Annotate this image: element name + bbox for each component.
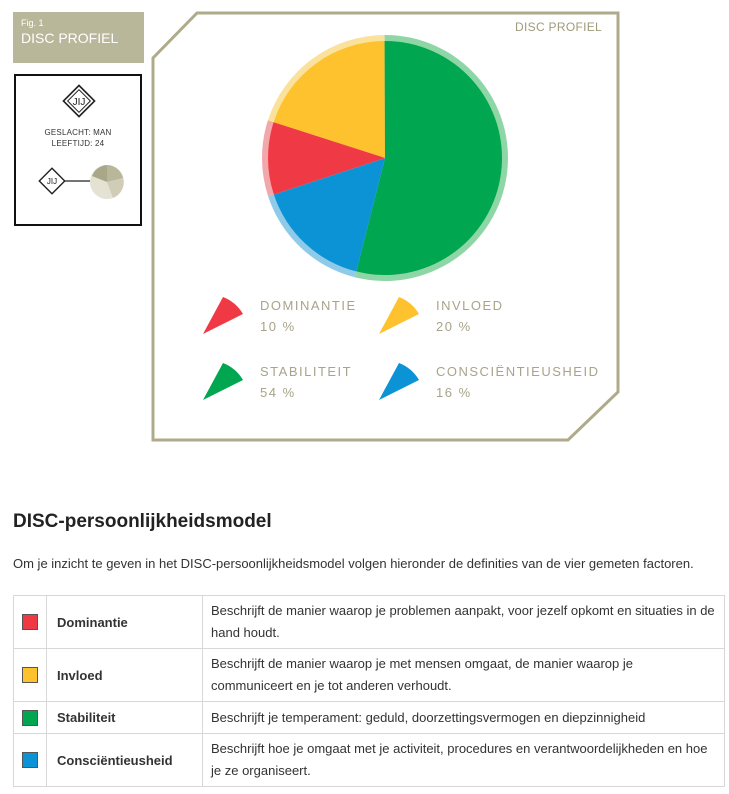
factor-description: Beschrijft de manier waarop je met mense… bbox=[202, 648, 725, 702]
pie-slice-stabiliteit bbox=[356, 40, 502, 275]
gender-line: GESLACHT: MAN bbox=[44, 128, 112, 137]
table-row: Consciëntieusheid Beschrijft hoe je omga… bbox=[13, 733, 725, 787]
factor-description: Beschrijft je temperament: geduld, doorz… bbox=[202, 701, 725, 734]
pie-slice-invloed bbox=[273, 41, 385, 158]
legend-wedge-icon bbox=[379, 363, 419, 400]
legend-label: INVLOED bbox=[436, 298, 504, 313]
pie-chart bbox=[261, 34, 508, 281]
table-row: Stabiliteit Beschrijft je temperament: g… bbox=[13, 701, 725, 734]
figure-tab: Fig. 1 DISC PROFIEL bbox=[13, 12, 144, 63]
legend-label: CONSCIËNTIEUSHEID bbox=[436, 364, 600, 379]
section-title: DISC-persoonlijkheidsmodel bbox=[13, 511, 272, 532]
factor-description: Beschrijft de manier waarop je problemen… bbox=[202, 595, 725, 649]
legend-value: 54 % bbox=[260, 385, 296, 400]
table-row: Invloed Beschrijft de manier waarop je m… bbox=[13, 648, 725, 702]
chart-title: DISC PROFIEL bbox=[515, 20, 602, 34]
pie-slice-dominantie bbox=[268, 122, 385, 195]
pie-slice-consciëntieusheid bbox=[273, 158, 385, 272]
figure-title: DISC PROFIEL bbox=[21, 30, 119, 46]
person-badge-label: JIJ bbox=[73, 97, 86, 108]
legend-value: 16 % bbox=[436, 385, 472, 400]
factor-name: Consciëntieusheid bbox=[46, 733, 203, 787]
color-swatch bbox=[22, 667, 38, 684]
color-swatch bbox=[22, 709, 38, 726]
mini-pie-icon bbox=[90, 165, 124, 199]
figure-number: Fig. 1 bbox=[21, 18, 44, 28]
legend-wedge-icon bbox=[203, 297, 243, 334]
legend-value: 20 % bbox=[436, 319, 472, 334]
mini-badge-icon: JIJ bbox=[38, 167, 90, 195]
color-swatch bbox=[22, 614, 38, 631]
person-card-graphics: JIJ JIJ bbox=[38, 84, 124, 199]
factor-name: Stabiliteit bbox=[46, 701, 203, 734]
person-card: JIJ JIJ GESLACHT: MAN LEEFTIJD: 24 bbox=[14, 74, 142, 226]
legend-label: DOMINANTIE bbox=[260, 298, 357, 313]
color-swatch bbox=[22, 752, 38, 769]
legend-label: STABILITEIT bbox=[260, 364, 353, 379]
person-badge-icon: JIJ bbox=[62, 84, 96, 118]
factor-name: Dominantie bbox=[46, 595, 203, 649]
mini-badge-label: JIJ bbox=[47, 177, 57, 186]
legend-wedge-icon bbox=[379, 297, 419, 334]
section-intro: Om je inzicht te geven in het DISC-perso… bbox=[13, 556, 694, 571]
chart-frame bbox=[151, 11, 620, 442]
definitions-table: Dominantie Beschrijft de manier waarop j… bbox=[13, 595, 725, 787]
factor-name: Invloed bbox=[46, 648, 203, 702]
factor-description: Beschrijft hoe je omgaat met je activite… bbox=[202, 733, 725, 787]
table-row: Dominantie Beschrijft de manier waarop j… bbox=[13, 595, 725, 649]
legend-wedge-icon bbox=[203, 363, 243, 400]
age-line: LEEFTIJD: 24 bbox=[51, 139, 105, 148]
legend-value: 10 % bbox=[260, 319, 296, 334]
